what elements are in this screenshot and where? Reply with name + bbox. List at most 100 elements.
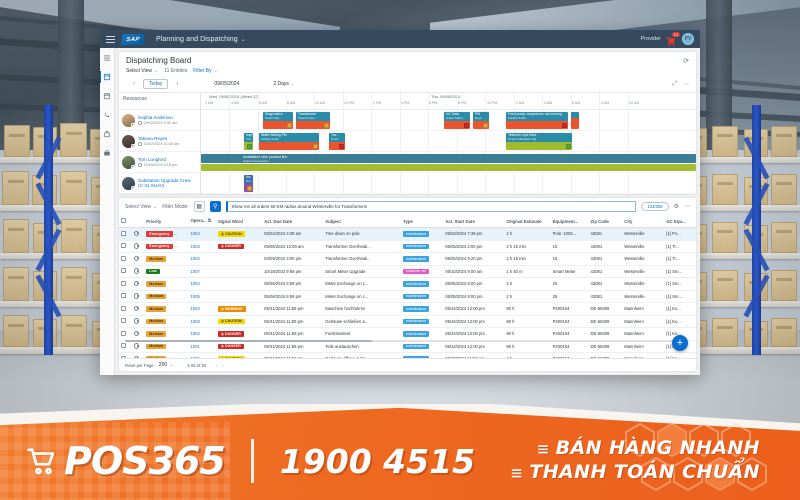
menu-icon[interactable] — [102, 53, 112, 63]
table-row[interactable]: Medium 1004 05/06/2024 9:59 pm Meter Exc… — [119, 277, 696, 291]
row-checkbox[interactable] — [121, 343, 126, 349]
filter-by-dropdown[interactable]: Filter By ⌄ — [193, 68, 218, 74]
hamburger-menu-icon[interactable] — [106, 35, 115, 43]
settings-gear-icon[interactable]: ⚙ — [673, 204, 679, 210]
worklist-select-view-dropdown[interactable]: Select View ⌄ — [125, 204, 157, 210]
row-checkbox[interactable] — [121, 355, 126, 358]
row-status-icon-cell[interactable] — [131, 227, 145, 241]
cell-operation[interactable]: 1005 — [188, 290, 216, 303]
row-status-icon-cell[interactable] — [131, 290, 145, 303]
gantt-task[interactable]: Water Mixing PM Facility Smith — [259, 133, 319, 150]
cell-operation[interactable]: 1000 — [188, 352, 216, 358]
row-checkbox-cell[interactable] — [119, 340, 132, 353]
select-view-dropdown[interactable]: Select View ⌄ — [126, 68, 158, 74]
row-checkbox-cell[interactable] — [119, 302, 132, 316]
row-checkbox-cell[interactable] — [119, 315, 132, 328]
app-title[interactable]: Planning and Dispatching ⌄ — [156, 36, 246, 43]
gantt-full-bar[interactable] — [201, 164, 696, 171]
gantt-task[interactable]: Transformer Check Insta... — [296, 112, 330, 129]
prev-page-button[interactable]: ‹ — [216, 362, 218, 368]
row-checkbox-cell[interactable] — [119, 227, 132, 241]
gantt-full-bar[interactable]: Installation new product line Uptime Cor… — [201, 154, 696, 163]
table-row[interactable]: Medium 1003 ⚠CAUTION 05/31/2024 11:59 pm… — [119, 315, 696, 328]
gantt-task[interactable]: PM Repl... — [473, 112, 489, 129]
next-page-button[interactable]: › — [221, 362, 224, 368]
cell-operation[interactable]: 1004 — [188, 302, 216, 316]
cell-operation[interactable]: 1001 — [188, 340, 216, 353]
row-status-icon-cell[interactable] — [131, 327, 145, 341]
avatar[interactable]: PV — [682, 33, 694, 45]
row-checkbox-cell[interactable] — [119, 352, 132, 358]
cell-operation[interactable]: 1003 — [188, 315, 216, 328]
row-checkbox[interactable] — [121, 243, 126, 249]
row-checkbox[interactable] — [121, 280, 126, 286]
col-gc-equipment[interactable]: GC Equ... — [664, 215, 696, 228]
map-view-button[interactable]: ⚲ — [209, 201, 221, 212]
table-row[interactable]: Medium 1000 ⚠CAUTION 05/31/2024 11:55 pm… — [119, 352, 696, 358]
row-checkbox-cell[interactable] — [119, 277, 132, 291]
gantt-timeline[interactable]: Wed, 09/05/2024 (Week 22) Thu, 09/05/202… — [201, 93, 696, 194]
gantt-task[interactable] — [571, 112, 579, 129]
row-checkbox-cell[interactable] — [119, 240, 132, 253]
horizontal-scrollbar[interactable] — [125, 339, 674, 342]
resource-row[interactable]: Tom Longford 10/04/2024 6:15 pm — [119, 152, 200, 173]
rows-per-page-dropdown[interactable]: 200 ⌄ — [159, 362, 174, 368]
row-checkbox[interactable] — [121, 330, 126, 336]
col-priority[interactable]: Priority — [144, 215, 189, 228]
result-count-badge[interactable]: 133/300 — [641, 202, 669, 211]
row-checkbox-cell[interactable] — [119, 265, 132, 278]
gantt-task[interactable]: Diagnostics Smart Sub... — [263, 112, 293, 129]
table-row[interactable]: Medium 1002 ⚠DANGER 05/31/2024 11:59 pm … — [119, 327, 696, 341]
resource-row[interactable]: Tatiana Reyes 10/07/2024 11:18 am — [119, 131, 200, 152]
row-checkbox-cell[interactable] — [119, 252, 132, 266]
table-row[interactable]: Medium 1002 03/09/2023 3:00 pm Transform… — [119, 252, 696, 266]
row-checkbox[interactable] — [121, 255, 126, 261]
row-checkbox[interactable] — [121, 318, 126, 324]
col-operation[interactable]: Opera... ⇅ — [188, 215, 216, 228]
more-options-icon[interactable]: ⋯ — [684, 204, 690, 210]
zoom-level-dropdown[interactable]: 2 Days ⌄ — [273, 81, 294, 87]
row-checkbox[interactable] — [121, 293, 126, 299]
cell-operation[interactable]: 1002 — [188, 327, 216, 341]
refresh-icon[interactable]: ⟳ — [683, 57, 689, 65]
col-act-due-date[interactable]: Act. Due Date — [262, 215, 324, 228]
add-button[interactable]: + — [672, 335, 688, 351]
gantt-task[interactable]: Ins Sm... — [244, 175, 253, 192]
col-equipment[interactable]: Equipment... — [550, 215, 589, 228]
resource-name[interactable]: Substation Upgrade Crew (C-41 SUAV) — [138, 177, 191, 188]
row-status-icon-cell[interactable] — [131, 277, 145, 291]
worklist-table-wrapper[interactable]: Priority Opera... ⇅ Signal Word Act. Due… — [119, 215, 696, 358]
row-status-icon-cell[interactable] — [131, 265, 145, 278]
col-select-all[interactable] — [119, 215, 132, 228]
gantt-task[interactable]: Telecom rope lines Smart Substation Adj — [506, 133, 572, 150]
cell-operation[interactable]: 1003 — [188, 240, 216, 253]
next-date-button[interactable]: › — [176, 81, 179, 87]
table-row[interactable]: Emergency ... 1004 ⚠CAUTION 06/04/2024 3… — [119, 227, 696, 241]
resource-row[interactable]: Substation Upgrade Crew (C-41 SUAV) — [119, 173, 200, 194]
gantt-task[interactable]: IoT Data Smart Subst... — [444, 112, 470, 129]
resource-row[interactable]: Sophia Anderson 09/02/2024 9:30 am — [119, 110, 200, 131]
fullscreen-icon[interactable]: ⤢ — [672, 80, 677, 87]
briefcase-icon[interactable] — [102, 148, 112, 158]
row-status-icon-cell[interactable] — [131, 352, 145, 358]
search-input[interactable]: Show me all orders 50 KM radius around W… — [225, 201, 637, 212]
table-row[interactable]: Medium 1001 ⚠DANGER 05/31/2024 11:59 pm … — [119, 340, 696, 353]
row-status-icon-cell[interactable] — [131, 340, 145, 353]
col-act-start-date[interactable]: Act. Start Date — [443, 215, 505, 228]
row-checkbox-cell[interactable] — [119, 290, 132, 303]
table-row[interactable]: Medium 1004 ⚠WARNING 05/31/2024 11:59 pm… — [119, 302, 696, 316]
gantt-task[interactable]: Feed pump compressor not running Facility… — [506, 112, 568, 129]
cell-operation[interactable]: 1002 — [188, 252, 216, 266]
col-city[interactable]: City — [622, 215, 665, 228]
more-options-icon[interactable]: ⋯ — [683, 81, 689, 88]
cell-operation[interactable]: 1004 — [188, 227, 216, 241]
prev-date-button[interactable]: ‹ — [133, 81, 135, 87]
col-type[interactable]: Type — [401, 215, 444, 228]
gantt-task[interactable]: Insp Tra... — [244, 133, 253, 150]
select-all-checkbox[interactable] — [121, 218, 126, 223]
row-status-icon-cell[interactable] — [131, 315, 145, 328]
row-checkbox[interactable] — [121, 230, 126, 236]
today-button[interactable]: Today — [143, 79, 169, 89]
col-subject[interactable]: Subject — [323, 215, 402, 228]
col-original-estimate[interactable]: Original Estimate — [504, 215, 551, 228]
